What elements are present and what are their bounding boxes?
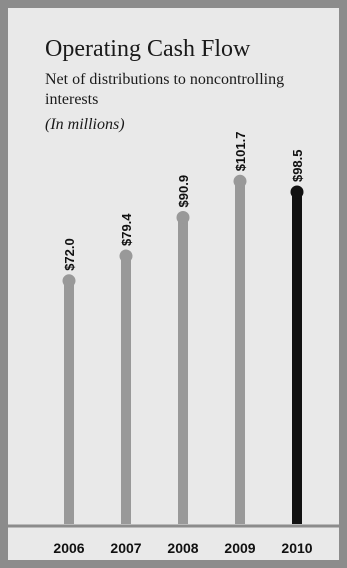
value-label: $101.7 <box>233 132 248 172</box>
x-tick-label: 2010 <box>281 540 312 556</box>
bar-cap-dot <box>176 210 190 224</box>
x-tick-label: 2008 <box>167 540 198 556</box>
x-tick-label: 2006 <box>53 540 84 556</box>
chart-title: Operating Cash Flow <box>45 36 251 62</box>
value-label: $79.4 <box>119 213 134 246</box>
bar-cap-dot <box>233 174 247 188</box>
bar-cap-dot <box>62 274 76 288</box>
chart-subtitle: Net of distributions to noncontrolling i… <box>45 71 285 108</box>
bar-2007 <box>121 258 131 524</box>
bar-cap-dot <box>119 249 133 263</box>
bar-2010 <box>292 194 302 524</box>
value-label: $90.9 <box>176 175 191 208</box>
value-label: $98.5 <box>290 149 305 182</box>
bar-2008 <box>178 219 188 525</box>
chart-units: (In millions) <box>45 116 125 133</box>
bar-2006 <box>64 282 74 524</box>
x-tick-label: 2009 <box>224 540 255 556</box>
x-tick-label: 2007 <box>110 540 141 556</box>
bar-cap-dot <box>290 185 304 199</box>
value-label: $72.0 <box>62 238 77 271</box>
bar-2009 <box>235 183 245 524</box>
